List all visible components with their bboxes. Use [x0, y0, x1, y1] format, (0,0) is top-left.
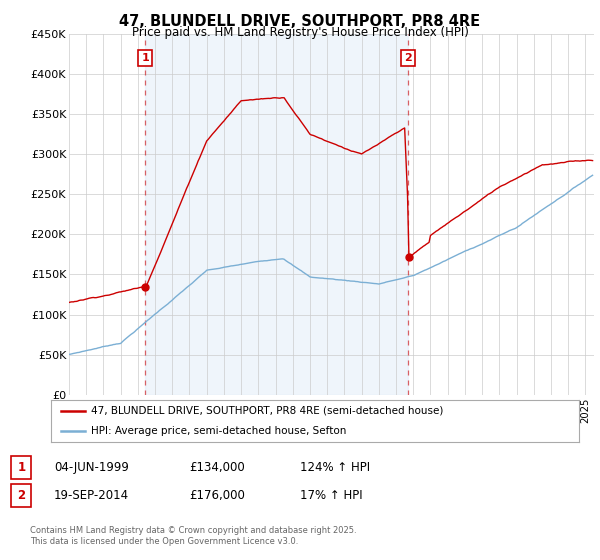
- Text: 19-SEP-2014: 19-SEP-2014: [54, 489, 129, 502]
- Text: 1: 1: [141, 53, 149, 63]
- Text: 124% ↑ HPI: 124% ↑ HPI: [300, 461, 370, 474]
- Text: 04-JUN-1999: 04-JUN-1999: [54, 461, 129, 474]
- Text: 2: 2: [17, 489, 25, 502]
- Text: HPI: Average price, semi-detached house, Sefton: HPI: Average price, semi-detached house,…: [91, 426, 346, 436]
- Text: Contains HM Land Registry data © Crown copyright and database right 2025.
This d: Contains HM Land Registry data © Crown c…: [30, 526, 356, 546]
- Text: 47, BLUNDELL DRIVE, SOUTHPORT, PR8 4RE: 47, BLUNDELL DRIVE, SOUTHPORT, PR8 4RE: [119, 14, 481, 29]
- Text: Price paid vs. HM Land Registry's House Price Index (HPI): Price paid vs. HM Land Registry's House …: [131, 26, 469, 39]
- Text: 17% ↑ HPI: 17% ↑ HPI: [300, 489, 362, 502]
- Bar: [145, 34, 409, 395]
- Text: £134,000: £134,000: [189, 461, 245, 474]
- Text: 47, BLUNDELL DRIVE, SOUTHPORT, PR8 4RE (semi-detached house): 47, BLUNDELL DRIVE, SOUTHPORT, PR8 4RE (…: [91, 406, 443, 416]
- Text: 1: 1: [17, 461, 25, 474]
- Text: 2: 2: [404, 53, 412, 63]
- Text: £176,000: £176,000: [189, 489, 245, 502]
